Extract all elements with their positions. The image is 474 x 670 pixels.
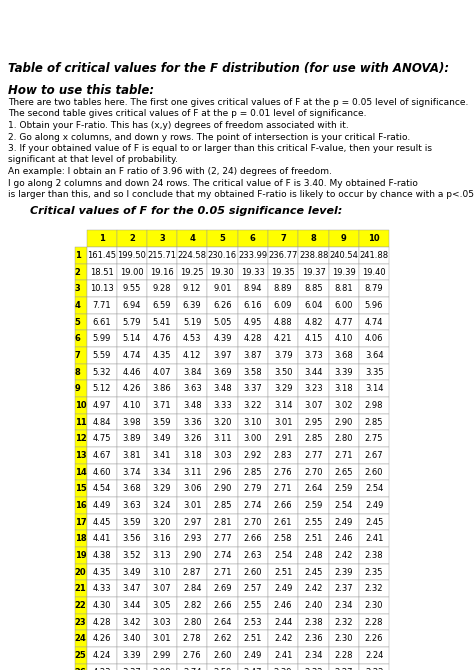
Text: Critical values of F for the 0.05 significance level:: Critical values of F for the 0.05 signif… (30, 206, 342, 216)
Text: How to use this table:: How to use this table: (8, 84, 154, 97)
Text: I go along 2 columns and down 24 rows. The critical value of F is 3.40. My obtai: I go along 2 columns and down 24 rows. T… (8, 178, 418, 188)
Text: is larger than this, and so I conclude that my obtained F-ratio is likely to occ: is larger than this, and so I conclude t… (8, 190, 474, 199)
Text: 2. Go along x columns, and down y rows. The point of intersection is your critic: 2. Go along x columns, and down y rows. … (8, 133, 410, 141)
Text: There are two tables here. The first one gives critical values of F at the p = 0: There are two tables here. The first one… (8, 98, 468, 107)
Text: The second table gives critical values of F at the p = 0.01 level of significanc: The second table gives critical values o… (8, 109, 366, 119)
Text: significant at that level of probability.: significant at that level of probability… (8, 155, 178, 165)
Text: Table of critical values for the F distribution (for use with ANOVA):: Table of critical values for the F distr… (8, 62, 449, 75)
Text: An example: I obtain an F ratio of 3.96 with (2, 24) degrees of freedom.: An example: I obtain an F ratio of 3.96 … (8, 167, 332, 176)
Text: 3. If your obtained value of F is equal to or larger than this critical F-value,: 3. If your obtained value of F is equal … (8, 144, 432, 153)
Text: 1. Obtain your F-ratio. This has (x,y) degrees of freedom associated with it.: 1. Obtain your F-ratio. This has (x,y) d… (8, 121, 349, 130)
